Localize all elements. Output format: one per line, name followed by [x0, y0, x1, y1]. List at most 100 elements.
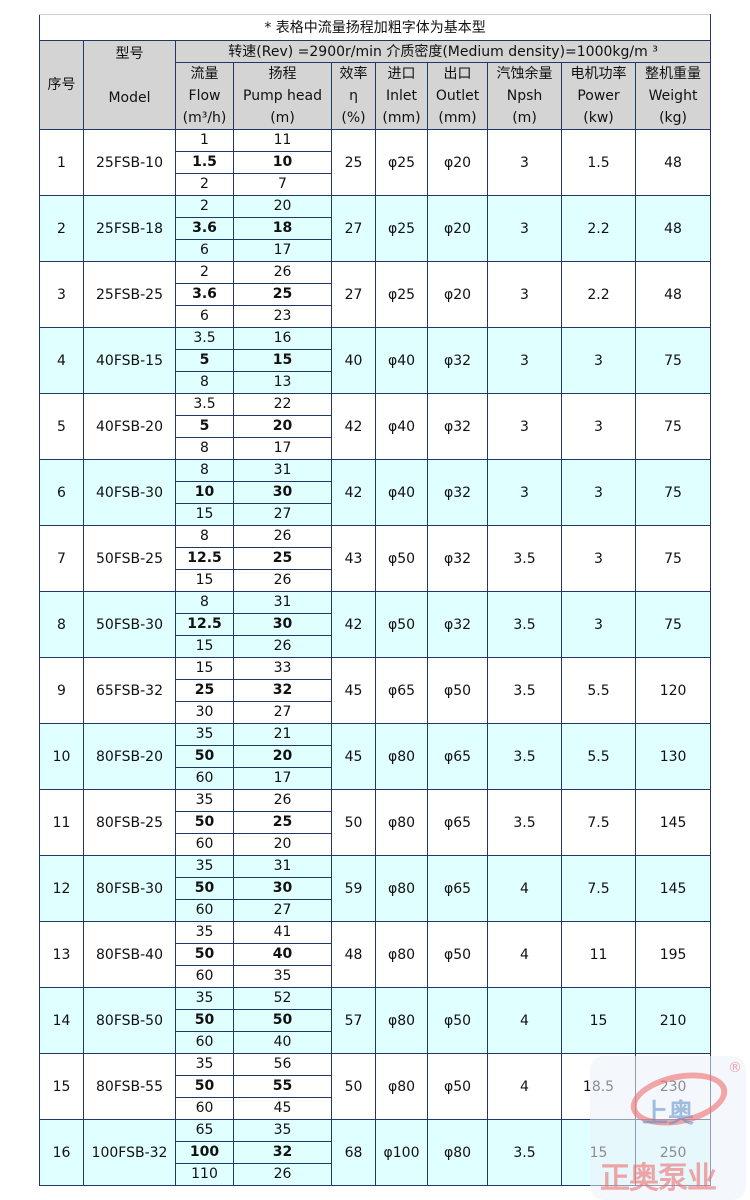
header-npsh-line: Npsh [506, 88, 543, 104]
row-eff: 45 [331, 723, 376, 790]
row-no: 6 [39, 459, 84, 526]
head-cell: 45 [233, 1097, 332, 1120]
row-outlet: φ32 [427, 591, 488, 658]
table-subrow: 110 26 [40, 1163, 711, 1186]
flow-cell: 35 [175, 921, 234, 944]
flow-cell: 50 [175, 1075, 234, 1098]
table-subrow: 10 30 [40, 481, 711, 504]
row-power: 3 [561, 525, 636, 592]
flow-cell: 8 [175, 437, 234, 460]
head-cell: 30 [233, 613, 332, 636]
flow-cell: 6 [175, 239, 234, 262]
row-eff: 42 [331, 393, 376, 460]
flow-cell: 60 [175, 899, 234, 922]
row-eff: 48 [331, 921, 376, 988]
flow-cell: 35 [175, 789, 234, 812]
row-power: 7.5 [561, 789, 636, 856]
row-npsh: 3 [487, 195, 562, 262]
row-power: 18.5 [561, 1053, 636, 1120]
row-weight: 75 [634, 525, 712, 592]
header-power-line: (kw) [583, 110, 614, 126]
head-cell: 31 [233, 459, 332, 482]
table-row: 12 80FSB-30 35 31 59 φ80 φ65 4 7.5 145 [39, 855, 712, 922]
table-subrow: 50 55 [40, 1075, 711, 1098]
row-eff: 43 [331, 525, 376, 592]
header-power-line: 电机功率 [570, 66, 627, 82]
head-cell: 33 [233, 657, 332, 680]
row-power: 7.5 [561, 855, 636, 922]
head-cell: 32 [233, 1141, 332, 1164]
head-cell: 26 [233, 789, 332, 812]
flow-cell: 50 [175, 745, 234, 768]
row-inlet: φ80 [375, 723, 428, 790]
row-inlet: φ25 [375, 261, 428, 328]
row-inlet: φ100 [375, 1119, 428, 1186]
head-cell: 18 [233, 217, 332, 240]
row-model: 25FSB-10 [83, 129, 176, 196]
table-row: 10 80FSB-20 35 21 45 φ80 φ65 3.5 5.5 130 [39, 723, 712, 790]
flow-cell: 100 [175, 1141, 234, 1164]
header-model-en: Model [108, 90, 151, 106]
row-weight: 75 [634, 459, 712, 526]
row-no: 3 [39, 261, 84, 328]
row-power: 2.2 [561, 261, 636, 328]
row-outlet: φ65 [427, 855, 488, 922]
header-inlet-line: 进口 [387, 66, 416, 82]
head-cell: 35 [233, 965, 332, 988]
table-subrow: 60 17 [40, 767, 711, 790]
row-npsh: 4 [487, 987, 562, 1054]
head-cell: 35 [233, 1119, 332, 1142]
header-model-cn: 型号 [115, 46, 144, 62]
flow-cell: 50 [175, 1009, 234, 1032]
head-cell: 30 [233, 877, 332, 900]
row-weight: 210 [634, 987, 712, 1054]
flow-cell: 8 [175, 591, 234, 614]
row-no: 8 [39, 591, 84, 658]
head-cell: 17 [233, 239, 332, 262]
header-eff-line: η [349, 88, 358, 104]
row-inlet: φ65 [375, 657, 428, 724]
row-weight: 250 [634, 1119, 712, 1186]
table-row: 14 80FSB-50 35 52 57 φ80 φ50 4 15 210 [39, 987, 712, 1054]
row-inlet: φ80 [375, 855, 428, 922]
head-cell: 27 [233, 701, 332, 724]
row-eff: 59 [331, 855, 376, 922]
header-flow-line: (m³/h) [182, 110, 227, 126]
row-outlet: φ20 [427, 261, 488, 328]
row-weight: 48 [634, 195, 712, 262]
row-no: 4 [39, 327, 84, 394]
head-cell: 10 [233, 151, 332, 174]
rev-density-line: 转速(Rev) =2900r/min 介质密度(Medium density)=… [174, 40, 712, 63]
pump-spec-table: * 表格中流量扬程加粗字体为基本型 序号 型号 Model 转速(Rev) =2… [38, 14, 712, 1186]
table-row: 6 40FSB-30 8 31 42 φ40 φ32 3 3 75 [39, 459, 712, 526]
row-power: 3 [561, 327, 636, 394]
table-row: 3 25FSB-25 2 26 27 φ25 φ20 3 2.2 48 [39, 261, 712, 328]
row-model: 40FSB-15 [83, 327, 176, 394]
row-outlet: φ32 [427, 525, 488, 592]
row-eff: 57 [331, 987, 376, 1054]
table-subrow: 60 27 [40, 899, 711, 922]
row-outlet: φ32 [427, 459, 488, 526]
table-row: 16 100FSB-32 65 35 68 φ100 φ80 3.5 15 250 [39, 1119, 712, 1186]
row-inlet: φ80 [375, 789, 428, 856]
table-subrow: 15 27 [40, 503, 711, 526]
flow-cell: 15 [175, 657, 234, 680]
row-inlet: φ80 [375, 921, 428, 988]
row-npsh: 3 [487, 129, 562, 196]
row-no: 11 [39, 789, 84, 856]
head-cell: 40 [233, 1031, 332, 1054]
flow-cell: 65 [175, 1119, 234, 1142]
row-no: 2 [39, 195, 84, 262]
table-row: 7 50FSB-25 8 26 43 φ50 φ32 3.5 3 75 [39, 525, 712, 592]
head-cell: 20 [233, 195, 332, 218]
head-cell: 26 [233, 569, 332, 592]
row-eff: 27 [331, 261, 376, 328]
table-subrow: 5 15 [40, 349, 711, 372]
table-row: 8 50FSB-30 8 31 42 φ50 φ32 3.5 3 75 [39, 591, 712, 658]
row-no: 7 [39, 525, 84, 592]
row-no: 12 [39, 855, 84, 922]
row-weight: 75 [634, 591, 712, 658]
header-outlet-line: Outlet [435, 88, 480, 104]
flow-cell: 25 [175, 679, 234, 702]
head-cell: 26 [233, 525, 332, 548]
